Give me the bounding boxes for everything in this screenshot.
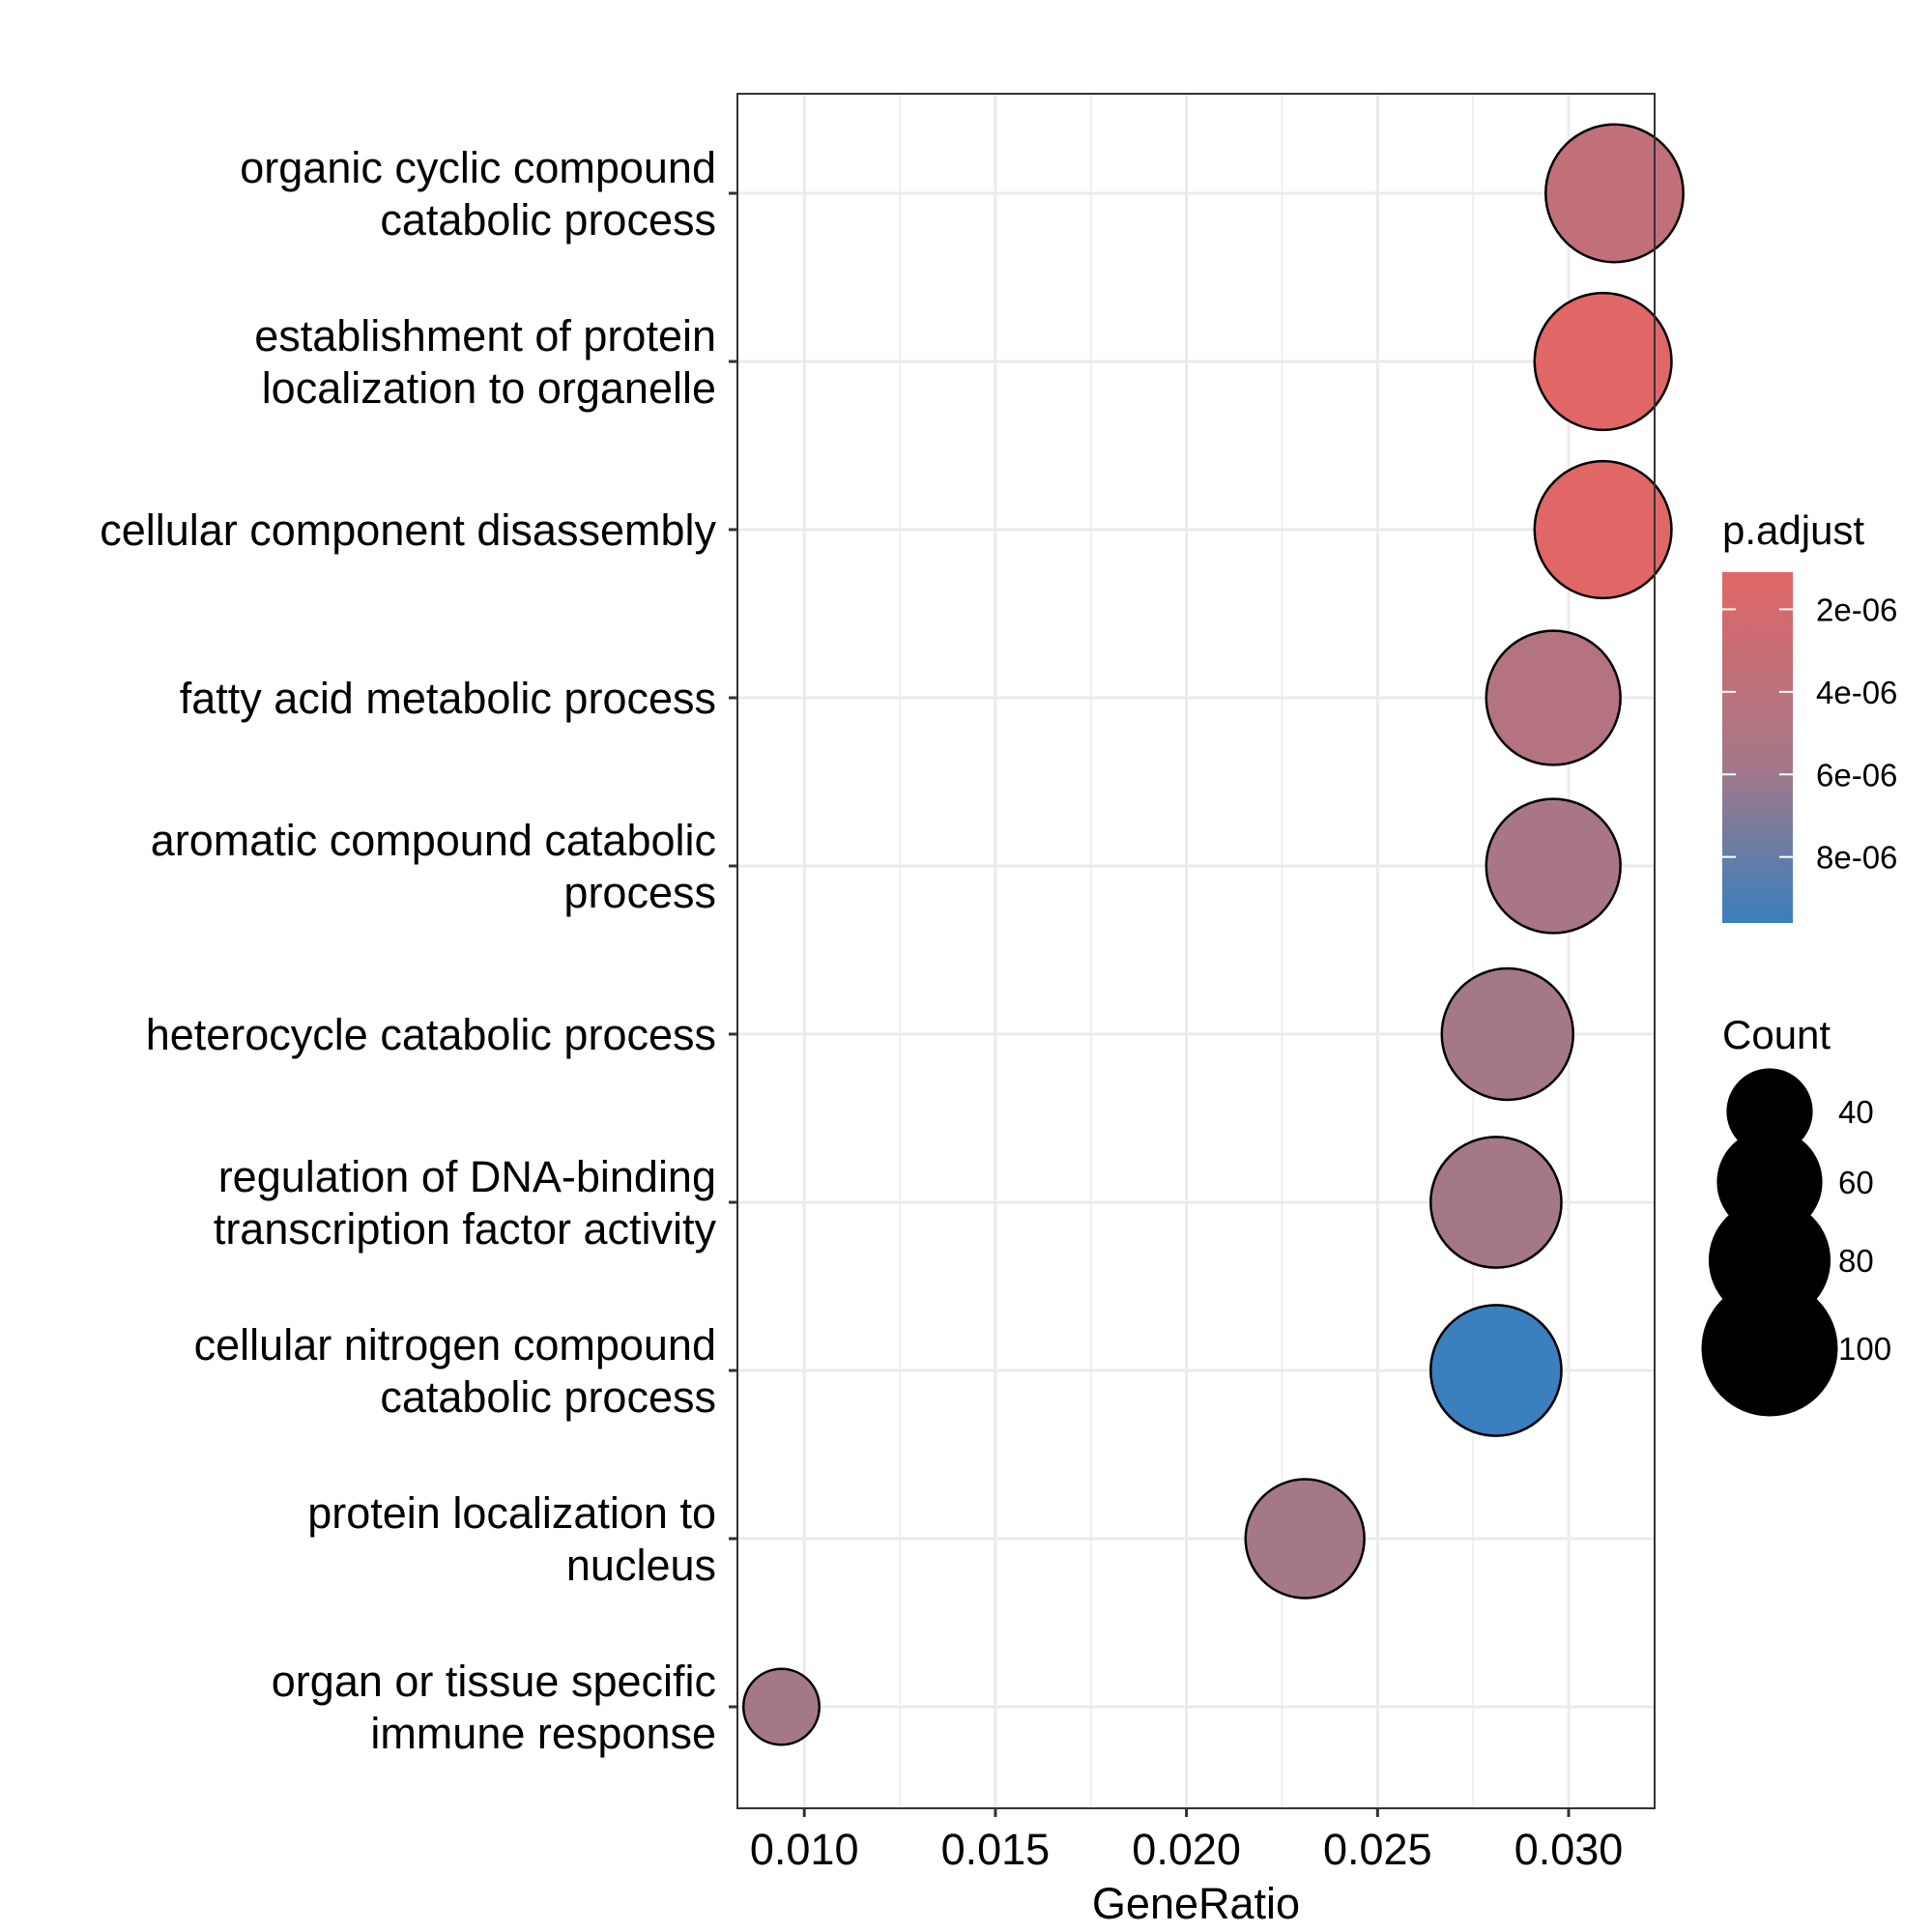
category-label-line: nucleus (566, 1541, 716, 1590)
category-label: cellular nitrogen compound catabolic proc… (194, 1320, 716, 1422)
y-axis: organic cyclic compound catabolic process… (100, 143, 737, 1758)
data-point (1440, 966, 1575, 1102)
points (741, 123, 1685, 1746)
size-legend-title: Count (1722, 1012, 1831, 1057)
category-label-line: aromatic compound catabolic (151, 816, 716, 865)
size-legend-label: 60 (1838, 1165, 1874, 1200)
category-label-line: cellular component disassembly (100, 505, 716, 555)
x-tick-label: 0.015 (941, 1825, 1051, 1874)
category-label-line: organ or tissue specific (272, 1657, 716, 1706)
category-label-line: regulation of DNA-binding (218, 1152, 716, 1201)
gridlines (737, 94, 1655, 1808)
color-legend-label: 6e-06 (1816, 757, 1897, 793)
category-label: organ or tissue specific immune response (272, 1657, 716, 1758)
category-label-line: protein localization to (307, 1488, 716, 1538)
data-point (1533, 291, 1673, 432)
panel-border (736, 93, 1656, 1809)
category-label-line: localization to organelle (262, 363, 716, 413)
color-bar (1722, 572, 1793, 923)
category-label-line: transcription factor activity (214, 1204, 717, 1254)
category-label-line: process (563, 868, 716, 917)
category-label-line: establishment of protein (254, 311, 716, 360)
color-legend-label: 4e-06 (1816, 675, 1897, 710)
x-axis: 0.010 0.015 0.020 0.025 0.030 (750, 1808, 1623, 1874)
data-point (1244, 1478, 1366, 1600)
data-point (1533, 459, 1673, 600)
category-label: fatty acid metabolic process (180, 674, 716, 723)
x-tick-label: 0.010 (750, 1825, 859, 1874)
category-label-line: cellular nitrogen compound (194, 1320, 716, 1370)
size-legend-key (1701, 1280, 1838, 1417)
data-point (1485, 797, 1622, 935)
data-point (1429, 1136, 1563, 1269)
category-label: heterocycle catabolic process (146, 1010, 716, 1059)
category-label: aromatic compound catabolic process (151, 816, 716, 917)
size-legend-key (1726, 1068, 1813, 1155)
size-legend-label: 80 (1838, 1243, 1874, 1279)
category-label-line: catabolic process (380, 195, 716, 245)
x-tick-label: 0.020 (1132, 1825, 1241, 1874)
data-point (741, 1667, 821, 1746)
data-point (1429, 1304, 1563, 1437)
category-label-line: heterocycle catabolic process (146, 1010, 716, 1059)
category-label: establishment of protein localization to … (254, 311, 716, 413)
x-tick-label: 0.030 (1514, 1825, 1624, 1874)
size-legend-label: 100 (1838, 1331, 1891, 1367)
data-point (1544, 123, 1685, 264)
size-legend: Count 40 60 80 100 (1701, 1012, 1891, 1417)
category-label: protein localization to nucleus (307, 1488, 716, 1590)
color-legend-title: p.adjust (1722, 507, 1864, 553)
category-label: regulation of DNA-binding transcription f… (214, 1152, 717, 1254)
x-tick-label: 0.025 (1323, 1825, 1432, 1874)
x-axis-title: GeneRatio (1092, 1879, 1300, 1928)
color-legend: p.adjust 2e-06 4e-06 6e-06 8e-06 (1722, 507, 1897, 923)
category-label: cellular component disassembly (100, 505, 716, 555)
category-label-line: catabolic process (380, 1372, 716, 1422)
category-label-line: fatty acid metabolic process (180, 674, 716, 723)
category-label: organic cyclic compound catabolic process (240, 143, 716, 245)
category-label-line: organic cyclic compound (240, 143, 716, 192)
color-legend-label: 8e-06 (1816, 840, 1897, 876)
data-point (1485, 629, 1622, 766)
size-legend-label: 40 (1838, 1094, 1874, 1130)
color-legend-label: 2e-06 (1816, 591, 1897, 627)
category-label-line: immune response (370, 1709, 716, 1758)
